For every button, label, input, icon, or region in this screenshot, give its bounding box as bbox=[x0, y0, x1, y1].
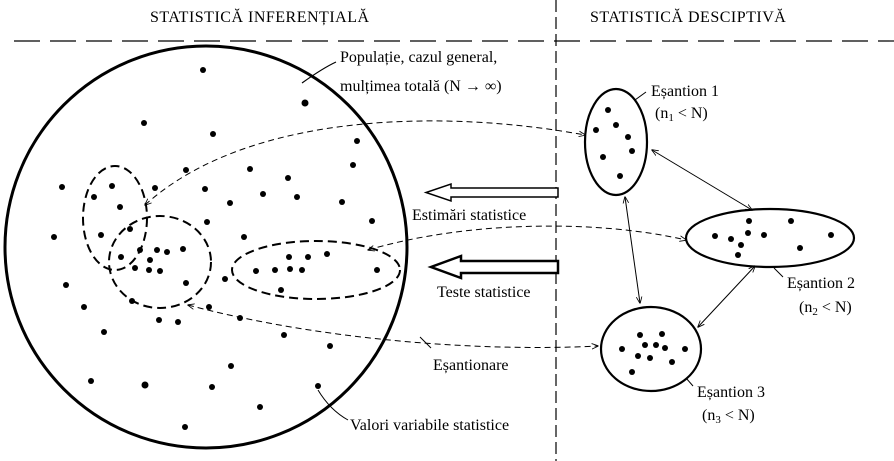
sample-link-2-3 bbox=[698, 266, 755, 327]
population-circle bbox=[3, 44, 409, 450]
sample-2-ellipse bbox=[684, 207, 856, 269]
sample-3-size: (n3 < N) bbox=[702, 407, 755, 426]
sample-link-1-3 bbox=[625, 197, 640, 303]
estimates-arrow bbox=[423, 182, 559, 203]
population-label-line1: Populație, cazul general, bbox=[340, 49, 497, 66]
sample-2-dots bbox=[712, 218, 834, 258]
tests-arrow bbox=[427, 254, 560, 280]
sample-1-leader bbox=[634, 91, 647, 101]
sample-1-title: Eșantion 1 bbox=[651, 83, 719, 100]
sampling-arrow-1 bbox=[145, 120, 585, 205]
sample-1-size: (n1 < N) bbox=[655, 105, 708, 124]
values-leader bbox=[317, 389, 349, 421]
estimates-label: Estimări statistice bbox=[412, 207, 526, 224]
sampling-leader bbox=[419, 336, 432, 349]
population-dots bbox=[51, 67, 380, 430]
sample-1-dots bbox=[593, 107, 635, 179]
tests-label: Teste statistice bbox=[437, 284, 531, 301]
subset-ellipse-2 bbox=[108, 215, 212, 309]
sample-3-dots bbox=[619, 331, 688, 375]
sampling-arrow-2 bbox=[368, 225, 686, 250]
sample-3-title: Eșantion 3 bbox=[697, 384, 765, 401]
sampling-label: Eșantionare bbox=[433, 357, 509, 374]
sample-link-1-2 bbox=[652, 150, 752, 210]
heading-descriptive: STATISTICĂ DESCIPTIVĂ bbox=[590, 7, 786, 26]
sample-2-size: (n2 < N) bbox=[799, 299, 852, 318]
sample-2-title: Eșantion 2 bbox=[787, 275, 855, 292]
sample-1-ellipse bbox=[583, 87, 649, 197]
sample-3-leader bbox=[685, 377, 694, 387]
subset-ellipse-1 bbox=[82, 165, 148, 271]
heading-inferential: STATISTICĂ INFERENȚIALĂ bbox=[150, 7, 370, 26]
population-label-line2: mulțimea totală (N → ∞) bbox=[340, 78, 502, 95]
population-leader bbox=[301, 61, 337, 84]
sample-2-leader bbox=[773, 267, 784, 278]
sampling-arrow-3 bbox=[188, 305, 598, 347]
sample-3-ellipse bbox=[599, 305, 703, 393]
subset-ellipse-3 bbox=[231, 240, 401, 300]
values-label: Valori variabile statistice bbox=[350, 417, 509, 434]
